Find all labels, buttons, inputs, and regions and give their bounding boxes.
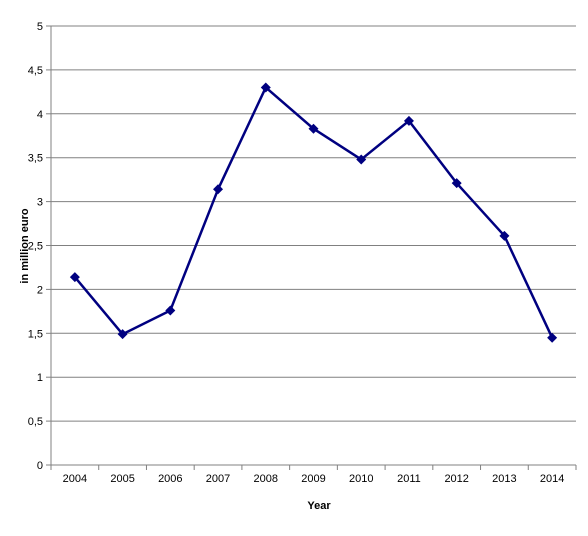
x-tick-label: 2010 bbox=[349, 473, 373, 485]
y-tick-label: 1,5 bbox=[28, 328, 43, 340]
y-tick-label: 4,5 bbox=[28, 65, 43, 77]
y-tick-label: 1 bbox=[37, 372, 43, 384]
x-tick-label: 2006 bbox=[158, 473, 182, 485]
y-tick-label: 0 bbox=[37, 460, 43, 472]
data-point-marker bbox=[260, 82, 271, 93]
x-tick-label: 2009 bbox=[301, 473, 325, 485]
data-point-marker bbox=[213, 184, 224, 195]
data-point-marker bbox=[451, 178, 462, 189]
data-point-marker bbox=[499, 230, 510, 241]
x-tick-label: 2014 bbox=[540, 473, 564, 485]
x-tick-label: 2013 bbox=[492, 473, 516, 485]
series-group bbox=[69, 82, 558, 343]
y-tick-label: 3 bbox=[37, 197, 43, 209]
grid-lines bbox=[50, 25, 576, 466]
data-point-marker bbox=[403, 115, 414, 126]
y-tick-label: 2,5 bbox=[28, 241, 43, 253]
x-tick-label: 2011 bbox=[397, 473, 421, 485]
x-tick-label: 2012 bbox=[444, 473, 468, 485]
x-tick-label: 2004 bbox=[63, 473, 87, 485]
y-tick-label: 2 bbox=[37, 284, 43, 296]
x-axis-ticks: 2004 2005 2006 2007 2008 2009 2010 2011 2012 2013… bbox=[50, 465, 577, 485]
data-point-marker bbox=[69, 272, 80, 283]
data-point-marker bbox=[547, 332, 558, 343]
data-point-marker bbox=[356, 154, 367, 165]
x-axis-title: Year bbox=[307, 500, 331, 512]
y-tick-label: 3,5 bbox=[28, 153, 43, 165]
y-axis-ticks: 0 0,5 1 1,5 2 2,5 3 3,5 4 4,5 5 bbox=[28, 21, 51, 472]
data-point-marker bbox=[117, 329, 128, 340]
data-point-marker bbox=[308, 123, 319, 134]
data-point-marker bbox=[165, 305, 176, 316]
x-tick-label: 2007 bbox=[206, 473, 230, 485]
y-tick-label: 5 bbox=[37, 21, 43, 33]
y-tick-label: 0,5 bbox=[28, 416, 43, 428]
x-tick-label: 2005 bbox=[110, 473, 134, 485]
y-axis-title: in million euro bbox=[19, 208, 31, 283]
y-tick-label: 4 bbox=[37, 109, 43, 121]
x-tick-label: 2008 bbox=[254, 473, 278, 485]
